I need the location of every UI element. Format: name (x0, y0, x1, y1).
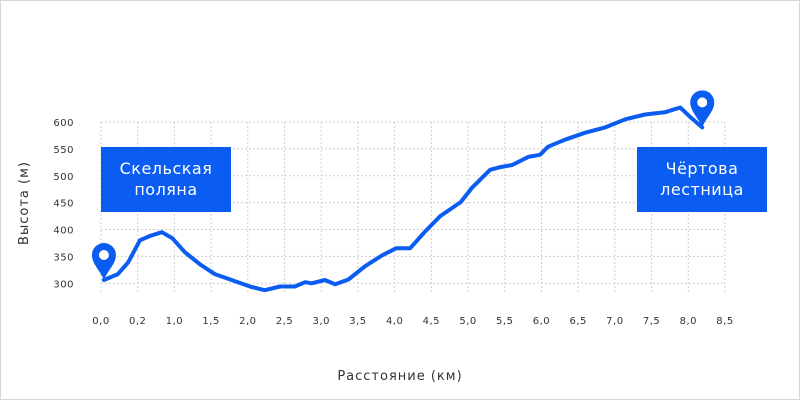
annotation-text: лестница (660, 180, 744, 199)
x-tick-label: 3,5 (349, 316, 366, 327)
y-tick-label: 400 (53, 226, 74, 237)
location-pin (91, 243, 116, 281)
y-tick-label: 350 (53, 252, 74, 263)
x-tick-label: 5,0 (459, 316, 476, 327)
x-tick-label: 4,0 (386, 316, 403, 327)
x-tick-label: 1,5 (202, 316, 219, 327)
x-tick-label: 8,0 (680, 316, 697, 327)
location-pin (690, 90, 715, 128)
y-tick-label: 500 (53, 172, 74, 183)
pin-body (690, 90, 715, 128)
x-tick-label: 2,5 (276, 316, 293, 327)
annotation-text: Чёртова (666, 159, 739, 178)
y-tick-label: 600 (53, 118, 74, 129)
x-tick-label: 1,0 (166, 316, 183, 327)
annotation-text: поляна (134, 180, 197, 199)
x-tick-label: 0,0 (92, 316, 109, 327)
annotation-text: Скельская (120, 159, 213, 178)
x-tick-label: 0,2 (129, 316, 146, 327)
annotation-box (101, 147, 231, 212)
y-tick-label: 550 (53, 145, 74, 156)
x-tick-label: 2,0 (239, 316, 256, 327)
pin-dot (98, 250, 109, 261)
x-tick-label: 6,0 (533, 316, 550, 327)
x-tick-label: 3,0 (313, 316, 330, 327)
pin-body (91, 243, 116, 281)
pin-dot (697, 97, 708, 108)
x-tick-label: 5,5 (496, 316, 513, 327)
annotation-box (637, 147, 767, 212)
x-axis-title: Расстояние (км) (337, 369, 462, 384)
x-tick-label: 7,5 (643, 316, 660, 327)
x-tick-label: 7,0 (606, 316, 623, 327)
y-axis-title: Высота (м) (17, 161, 32, 245)
elevation-line (101, 105, 705, 293)
x-tick-label: 8,5 (716, 316, 733, 327)
y-tick-label: 300 (53, 279, 74, 290)
x-tick-label: 4,5 (423, 316, 440, 327)
x-tick-label: 6,5 (569, 316, 586, 327)
y-tick-label: 450 (53, 199, 74, 210)
